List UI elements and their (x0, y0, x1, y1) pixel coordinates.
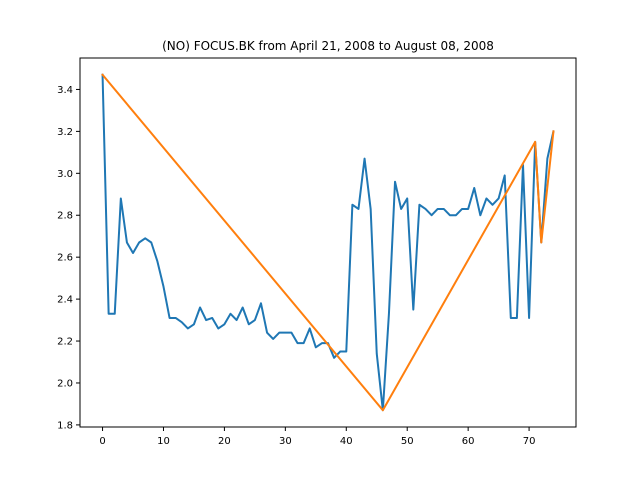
x-axis: 0 10 20 30 40 50 60 70 (99, 427, 535, 447)
y-tick-label: 2.4 (57, 295, 73, 306)
x-tick-label: 50 (401, 436, 414, 447)
y-tick-label: 3.0 (57, 169, 73, 180)
x-tick-label: 20 (218, 436, 231, 447)
x-tick-label: 70 (523, 436, 536, 447)
y-tick-label: 1.8 (57, 420, 73, 431)
plot-frame (79, 57, 577, 428)
y-tick-label: 2.0 (57, 378, 73, 389)
series-line-2 (101, 73, 555, 412)
y-axis: 1.8 2.0 2.2 2.4 2.6 2.8 3.0 3.2 3.4 (57, 85, 80, 431)
x-tick-label: 40 (340, 436, 353, 447)
y-tick-label: 3.4 (57, 85, 73, 96)
x-tick-label: 10 (157, 436, 170, 447)
chart-title: (NO) FOCUS.BK from April 21, 2008 to Aug… (162, 39, 494, 53)
y-tick-label: 2.6 (57, 253, 73, 264)
y-tick-label: 3.2 (57, 127, 73, 138)
x-tick-label: 0 (99, 436, 105, 447)
x-tick-label: 60 (462, 436, 475, 447)
series-layer (101, 73, 555, 412)
y-tick-label: 2.2 (57, 337, 73, 348)
x-tick-label: 30 (279, 436, 292, 447)
y-tick-label: 2.8 (57, 211, 73, 222)
